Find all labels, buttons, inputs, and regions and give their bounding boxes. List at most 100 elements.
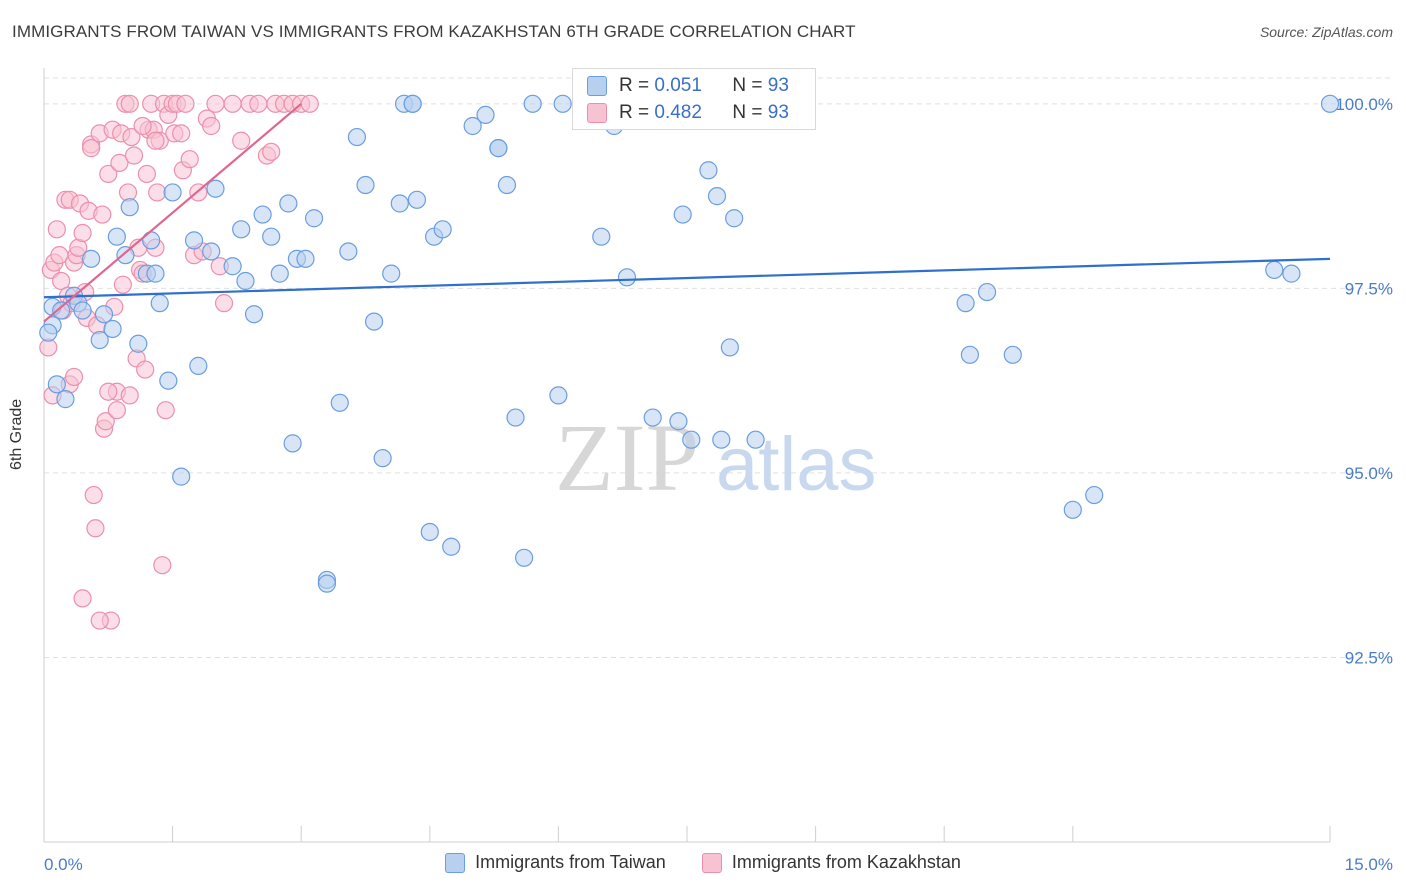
taiwan-point (146, 264, 165, 283)
y-tick-label: 97.5% (1345, 279, 1393, 298)
taiwan-n-value: 93 (767, 75, 789, 96)
taiwan-point (442, 537, 461, 556)
taiwan-point (1003, 345, 1022, 364)
taiwan-point (960, 345, 980, 364)
taiwan-point (1282, 264, 1301, 283)
taiwan-point (339, 242, 358, 261)
taiwan-r-value: 0.051 (654, 75, 702, 96)
taiwan-point (283, 434, 302, 453)
taiwan-point (1320, 94, 1340, 113)
taiwan-point (347, 127, 367, 147)
kazakhstan-point (122, 127, 141, 147)
kazakhstan-point (99, 382, 118, 401)
kazakhstan-point (110, 153, 129, 172)
taiwan-point (669, 412, 688, 431)
kazakhstan-point (82, 139, 101, 158)
taiwan-point (463, 116, 482, 136)
taiwan-point (82, 249, 101, 268)
taiwan-point (382, 264, 401, 283)
y-tick-label: 100.0% (1335, 95, 1393, 114)
legend-row-taiwan: R = 0.051 N = 93 (587, 73, 789, 99)
kazakhstan-point (96, 412, 115, 431)
taiwan-point (420, 522, 439, 542)
kazakhstan-r-value: 0.482 (654, 102, 702, 123)
taiwan-point (553, 94, 572, 113)
kazakhstan-point (133, 116, 152, 136)
taiwan-point (163, 183, 182, 202)
taiwan-point (304, 209, 324, 228)
taiwan-point (107, 227, 126, 246)
series-legend: Immigrants from Taiwan Immigrants from K… (0, 852, 1406, 873)
taiwan-point (643, 408, 662, 427)
kazakhstan-point (93, 205, 112, 224)
taiwan-point (159, 371, 178, 390)
kazakhstan-point (84, 485, 103, 505)
taiwan-point (189, 356, 208, 375)
taiwan-point (232, 220, 251, 239)
legend-item-kazakhstan[interactable]: Immigrants from Kazakhstan (701, 852, 961, 873)
x-tick-label-max: 15.0% (1345, 855, 1393, 874)
taiwan-point (489, 139, 508, 158)
kazakhstan-point (52, 271, 71, 291)
kazakhstan-point (120, 94, 139, 113)
taiwan-point (549, 386, 568, 405)
taiwan-point (56, 390, 75, 409)
taiwan-point (142, 231, 161, 250)
taiwan-point (73, 301, 92, 320)
taiwan-point (1265, 260, 1284, 280)
taiwan-point (172, 467, 191, 486)
taiwan-point (103, 319, 122, 339)
kazakhstan-point (232, 131, 251, 150)
taiwan-point (223, 257, 242, 276)
kazakhstan-point (262, 142, 281, 161)
kazakhstan-point (113, 275, 132, 294)
taiwan-point (253, 205, 272, 224)
kazakhstan-point (124, 146, 144, 165)
kazakhstan-point (73, 223, 92, 243)
kazakhstan-point (300, 94, 319, 113)
taiwan-point (592, 227, 611, 246)
y-axis-label: 6th Grade (8, 398, 25, 470)
taiwan-point (52, 301, 71, 320)
legend-swatch-taiwan (445, 852, 466, 873)
taiwan-point (407, 190, 427, 209)
taiwan-point (699, 161, 718, 180)
taiwan-point (673, 205, 692, 224)
watermark: ZIP atlas (555, 404, 877, 511)
grid-layer (44, 77, 1390, 658)
taiwan-point (707, 187, 727, 206)
taiwan-point (390, 194, 409, 213)
taiwan-r-label: R = (619, 75, 650, 96)
taiwan-point (206, 179, 225, 198)
kazakhstan-point (136, 360, 155, 379)
taiwan-point (330, 393, 349, 412)
taiwan-point (236, 271, 255, 291)
taiwan-point (720, 338, 739, 357)
kazakhstan-n-value: 93 (767, 102, 789, 123)
kazakhstan-point (86, 519, 105, 538)
legend-item-taiwan[interactable]: Immigrants from Taiwan (445, 852, 666, 873)
taiwan-point (317, 574, 337, 593)
kazakhstan-point (206, 94, 225, 113)
taiwan-point (515, 548, 534, 567)
kazakhstan-point (47, 220, 66, 239)
taiwan-point (373, 449, 392, 468)
source-label: Source: ZipAtlas.com (1259, 24, 1393, 40)
kazakhstan-point (172, 124, 191, 143)
taiwan-point (270, 264, 289, 283)
taiwan-point (116, 246, 135, 265)
taiwan-point (90, 330, 109, 350)
chart-title: IMMIGRANTS FROM TAIWAN VS IMMIGRANTS FRO… (12, 22, 856, 41)
legend-swatch-kazakhstan (701, 852, 722, 873)
legend-row-kazakhstan: R = 0.482 N = 93 (587, 100, 789, 126)
kazakhstan-point (99, 164, 118, 184)
kazakhstan-point (146, 131, 165, 150)
kazakhstan-point (202, 116, 221, 136)
taiwan-point (956, 294, 975, 313)
taiwan-point (39, 323, 58, 342)
taiwan-n-label: N = (732, 75, 763, 96)
kazakhstan-point (180, 150, 199, 169)
taiwan-trend-line (43, 257, 1331, 299)
taiwan-point (94, 305, 114, 324)
